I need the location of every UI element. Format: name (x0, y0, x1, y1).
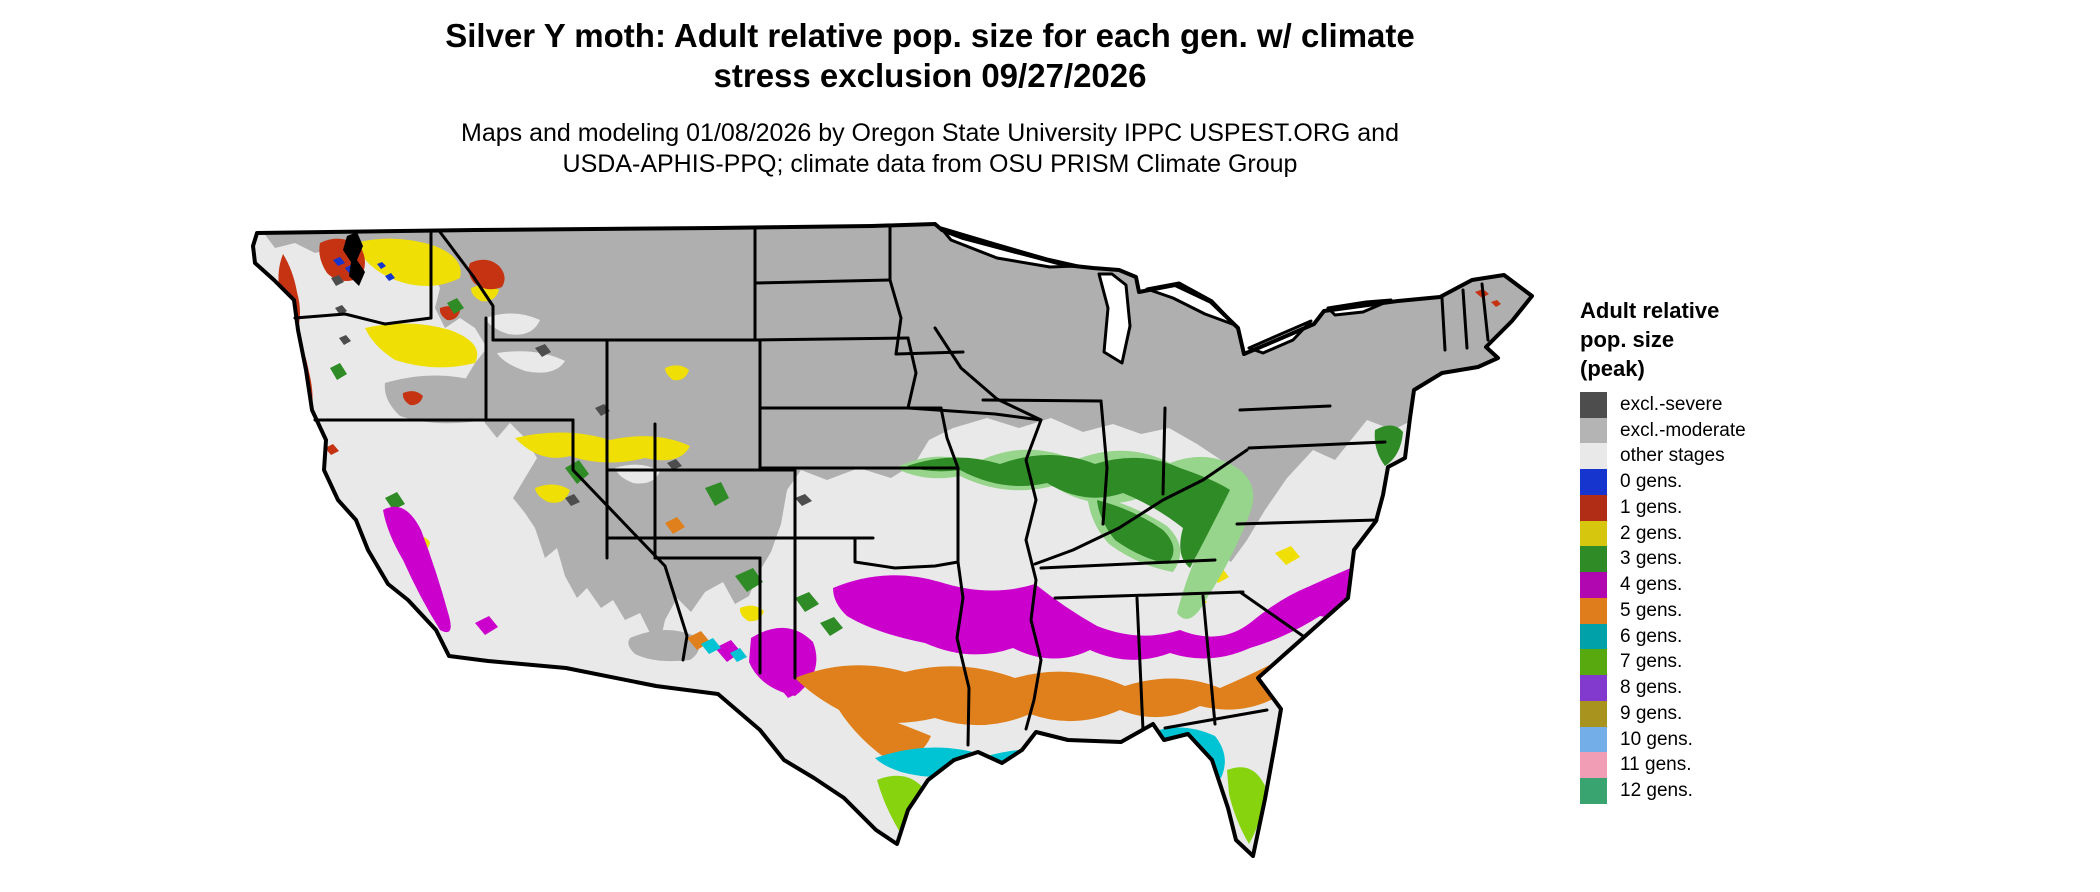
puget-sound (343, 232, 365, 286)
page-title-line2: stress exclusion 09/27/2026 (713, 57, 1147, 94)
legend-label: 11 gens. (1620, 754, 1692, 776)
legend-label: 0 gens. (1620, 471, 1683, 493)
legend-swatch (1580, 546, 1607, 573)
legend-item: 3 gens. (1580, 546, 1840, 573)
legend-swatch (1580, 778, 1607, 805)
legend-label: 5 gens. (1620, 599, 1683, 621)
legend-label: 12 gens. (1620, 780, 1693, 802)
legend-item: 5 gens. (1580, 597, 1840, 624)
state-borders (293, 226, 1490, 747)
legend-item: 1 gens. (1580, 494, 1840, 521)
layer-7-gens (877, 767, 1265, 844)
legend-swatch (1580, 443, 1607, 470)
legend-label: excl.-moderate (1620, 419, 1746, 441)
legend-label: 8 gens. (1620, 677, 1683, 699)
nation-outline (251, 222, 1534, 858)
legend-item: 6 gens. (1580, 623, 1840, 650)
page-title: Silver Y moth: Adult relative pop. size … (0, 16, 1860, 96)
legend-item: excl.-moderate (1580, 417, 1840, 444)
legend-items: excl.-severe excl.-moderate other stages… (1580, 391, 1840, 805)
us-generation-map (235, 168, 1545, 883)
legend-swatch (1580, 623, 1607, 650)
legend-swatch (1580, 391, 1607, 418)
legend-title-line2: pop. size (1580, 327, 1675, 352)
legend-swatch (1580, 649, 1607, 676)
legend-label: 2 gens. (1620, 522, 1683, 544)
legend-label: 6 gens. (1620, 625, 1683, 647)
legend-swatch (1580, 700, 1607, 727)
legend-item: 4 gens. (1580, 572, 1840, 599)
legend-label: 3 gens. (1620, 548, 1683, 570)
legend-swatch (1580, 675, 1607, 702)
legend-swatch (1580, 469, 1607, 496)
map-canvas (251, 222, 1534, 877)
legend-label: 9 gens. (1620, 702, 1683, 724)
legend-title-line1: Adult relative (1580, 298, 1720, 323)
legend-label: other stages (1620, 445, 1725, 467)
legend-title-line3: (peak) (1580, 356, 1645, 381)
legend-swatch (1580, 494, 1607, 521)
legend-item: 9 gens. (1580, 700, 1840, 727)
legend-item: 2 gens. (1580, 520, 1840, 547)
legend-label: 7 gens. (1620, 651, 1683, 673)
legend-item: 12 gens. (1580, 778, 1840, 805)
legend-swatch (1580, 752, 1607, 779)
legend-item: excl.-severe (1580, 391, 1840, 418)
page-subtitle-line2: USDA-APHIS-PPQ; climate data from OSU PR… (562, 150, 1298, 178)
layer-5-gens (665, 517, 1320, 760)
page-subtitle: Maps and modeling 01/08/2026 by Oregon S… (0, 118, 1860, 180)
page-title-line1: Silver Y moth: Adult relative pop. size … (445, 17, 1415, 54)
legend-label: excl.-severe (1620, 393, 1723, 415)
legend-label: 4 gens. (1620, 574, 1683, 596)
legend-swatch (1580, 572, 1607, 599)
layer-3-gens (330, 298, 1403, 636)
legend-label: 10 gens. (1620, 728, 1693, 750)
layer-8-gens (1205, 860, 1263, 877)
legend-title: Adult relative pop. size (peak) (1580, 296, 1840, 383)
page-subtitle-line1: Maps and modeling 01/08/2026 by Oregon S… (461, 119, 1399, 147)
legend-item: 8 gens. (1580, 675, 1840, 702)
legend-item: 10 gens. (1580, 726, 1840, 753)
legend-swatch (1580, 417, 1607, 444)
legend-swatch (1580, 597, 1607, 624)
lake-michigan (1097, 272, 1132, 365)
legend-swatch (1580, 520, 1607, 547)
legend-item: 11 gens. (1580, 752, 1840, 779)
legend: Adult relative pop. size (peak) excl.-se… (1580, 296, 1840, 805)
legend-item: 0 gens. (1580, 469, 1840, 496)
legend-item: 7 gens. (1580, 649, 1840, 676)
legend-item: other stages (1580, 443, 1840, 470)
legend-swatch (1580, 726, 1607, 753)
legend-label: 1 gens. (1620, 496, 1683, 518)
layer-other-stages-pockets (485, 313, 845, 514)
